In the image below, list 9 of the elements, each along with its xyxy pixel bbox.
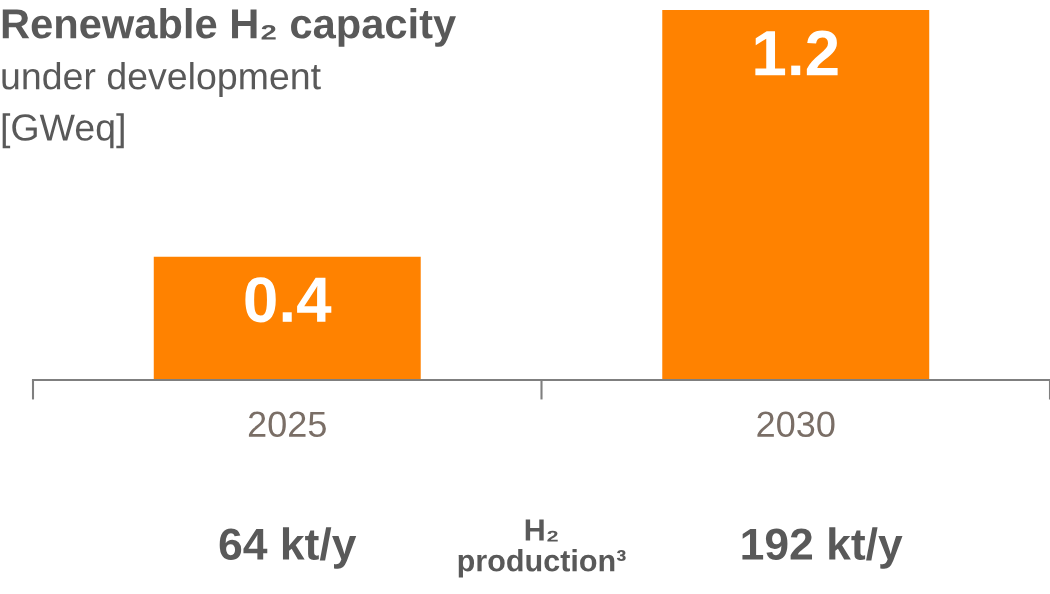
text: 64 kt/y [219, 527, 357, 569]
data-label: 1.2 [755, 30, 838, 76]
text: 192 kt/y [742, 527, 903, 569]
text: under development [GWeq] [2, 62, 321, 149]
text: H₂ production³ [458, 519, 626, 578]
chart-title: Renewable H₂ capacity [2, 8, 456, 47]
data-label: 0.4 [245, 277, 332, 323]
x-tick-label: 2030 [757, 411, 835, 438]
x-tick-label: 2025 [248, 411, 326, 438]
